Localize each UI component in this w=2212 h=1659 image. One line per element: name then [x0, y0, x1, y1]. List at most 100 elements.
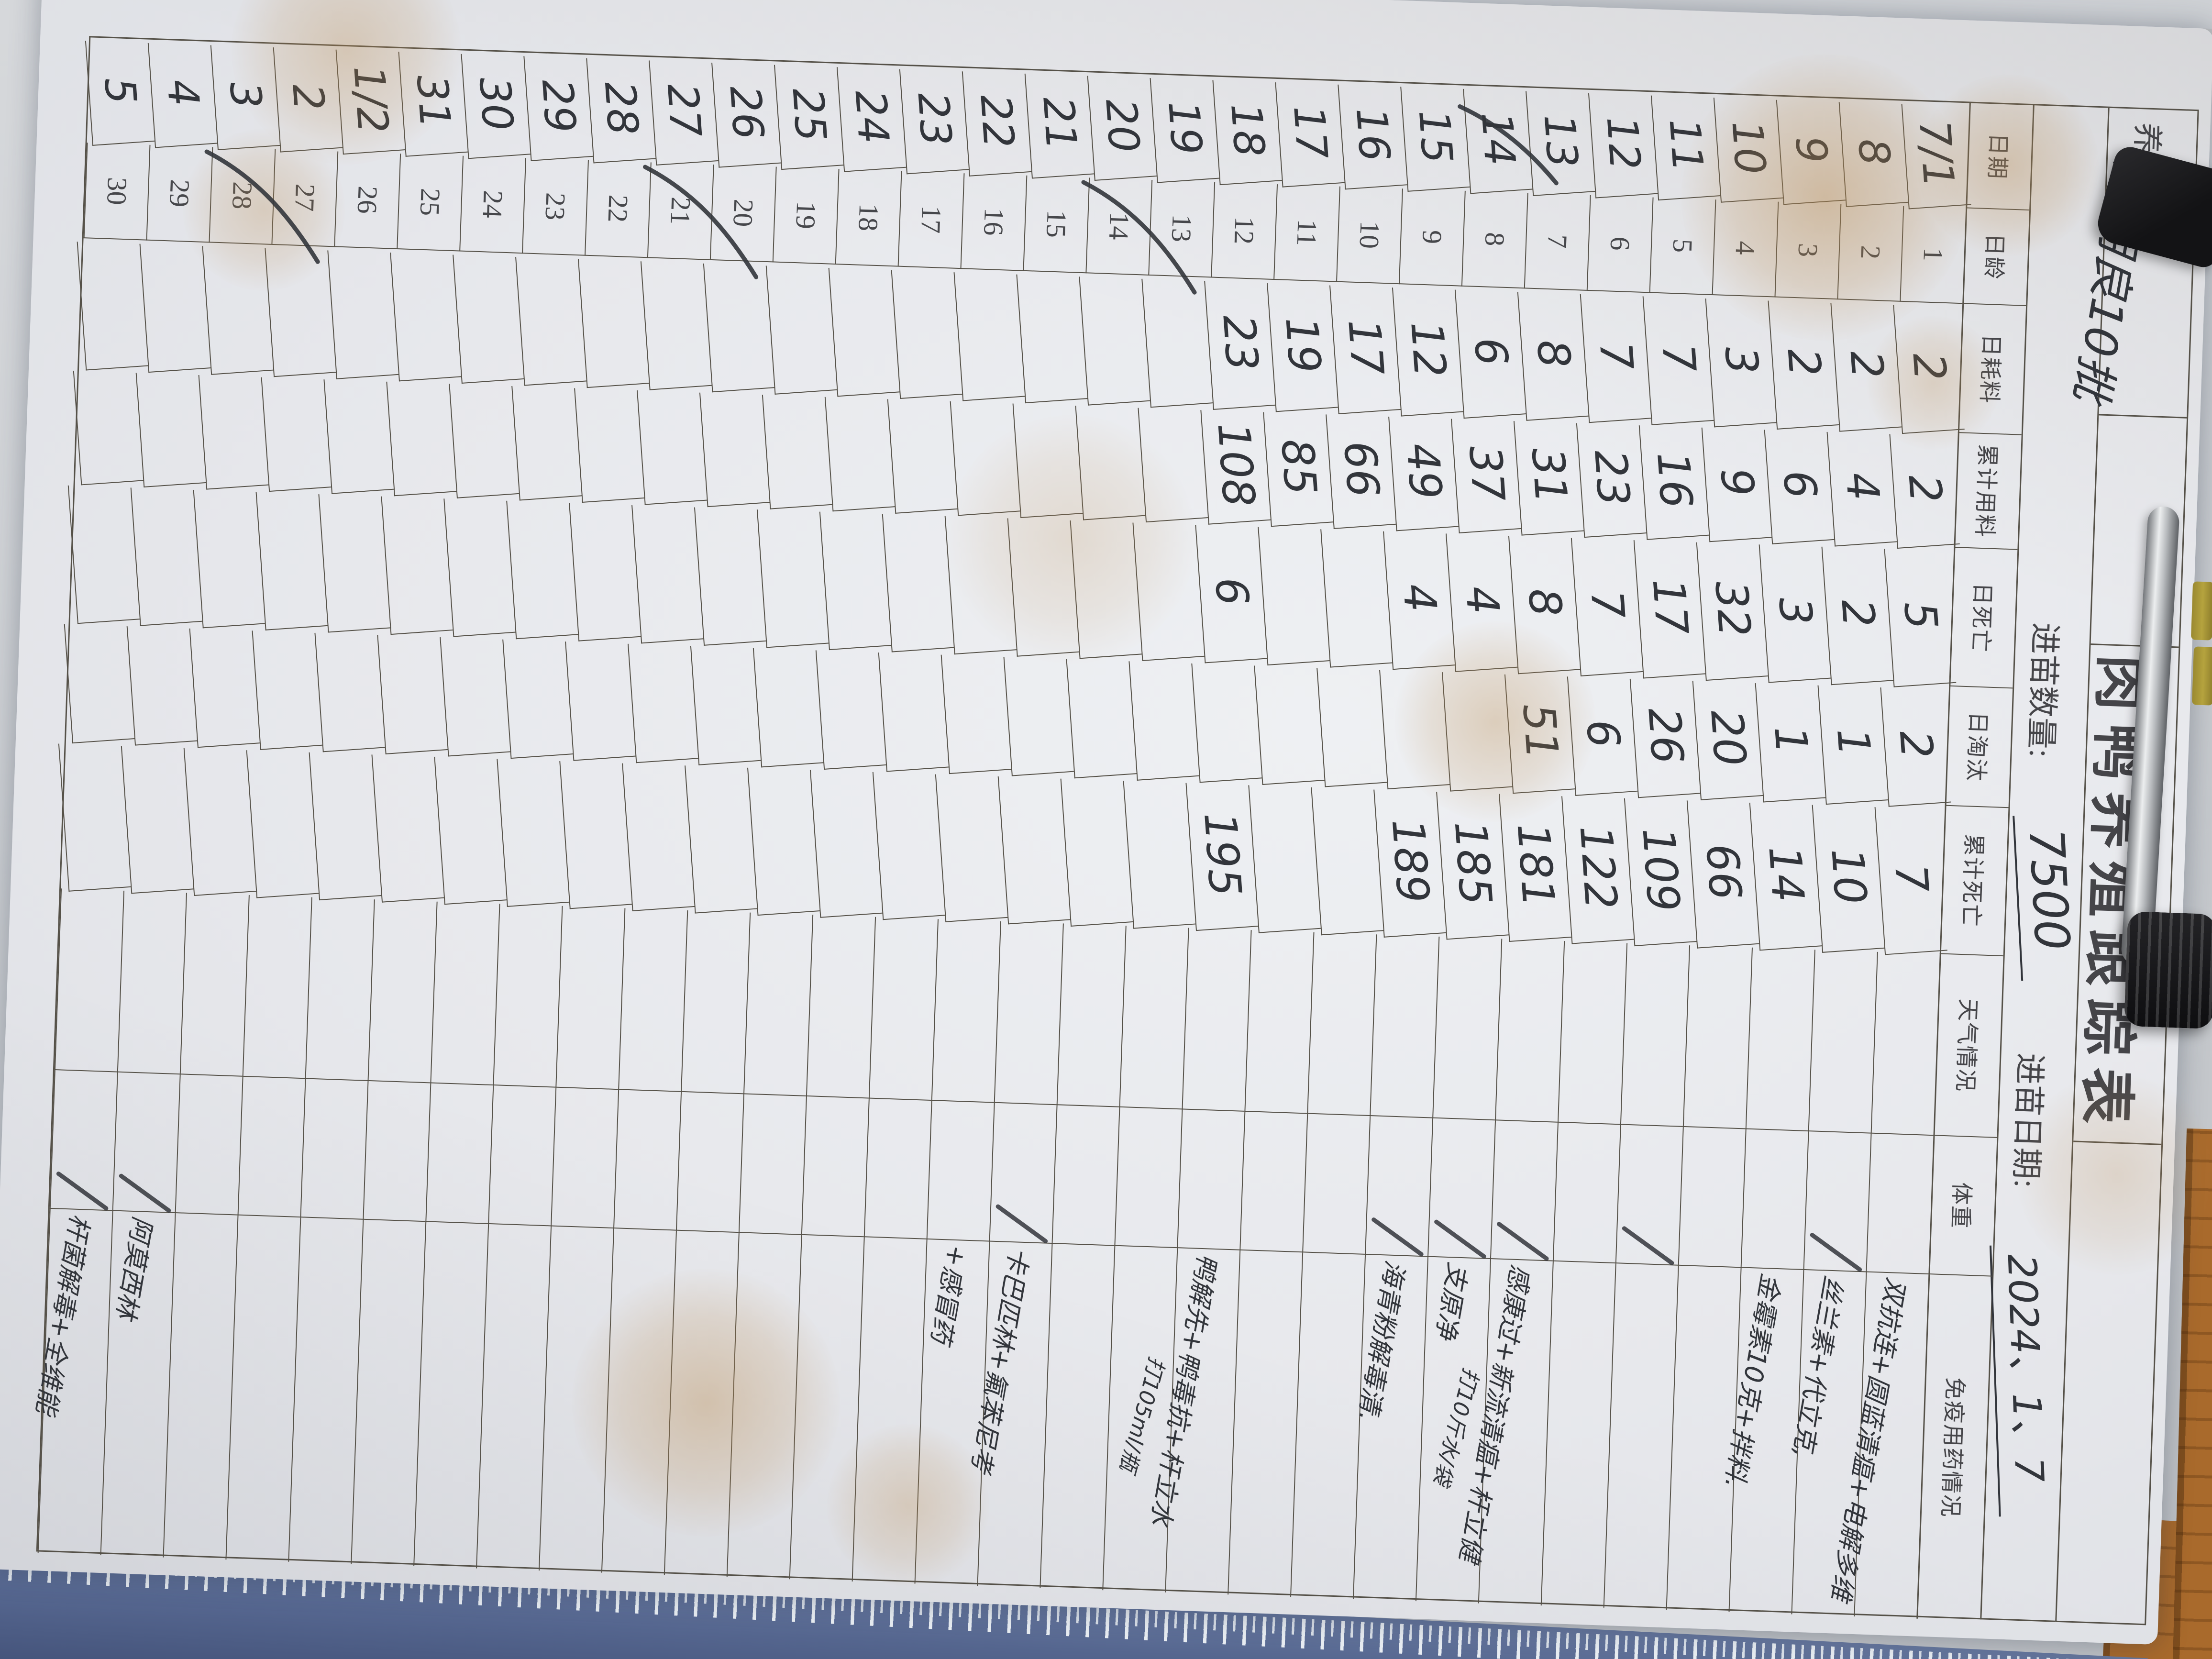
cell-death_cum-row22	[559, 757, 632, 909]
cell-death_cum-row26	[309, 748, 382, 901]
cell-death-row7: 8	[1508, 531, 1581, 675]
cell-date-row14: 20	[1087, 71, 1157, 181]
cell-feed_cum-row28	[198, 371, 269, 490]
cell-weight-row21	[613, 1090, 681, 1231]
cell-meds-row23	[476, 1224, 551, 1571]
cell-feed_cum-row11: 85	[1263, 408, 1334, 527]
cell-weight-row23	[488, 1085, 556, 1227]
cell-weather-row25	[367, 899, 437, 1084]
cell-cull-row21	[628, 639, 699, 763]
cell-age-row3: 3	[1774, 201, 1841, 300]
cell-age-row12: 12	[1211, 182, 1277, 280]
cell-meds-row30: 杆菌解毒+全维能	[31, 1171, 112, 1556]
cell-feed-row12: 23	[1204, 276, 1276, 410]
cell-weather-row28	[179, 893, 249, 1077]
cell-date-row15: 21	[1024, 69, 1095, 179]
cell-meds-row1: 双抗连+圆蓝清瘟+电解多维	[1825, 1272, 1929, 1619]
wood-table-right-edge	[2172, 1128, 2212, 1659]
cell-date-row10: 16	[1338, 80, 1408, 190]
check-swoosh-icon	[1063, 173, 1197, 296]
cell-weight-row13	[1114, 1107, 1182, 1249]
cell-cull-row1: 2	[1880, 683, 1951, 807]
cell-age-row1: 1	[1900, 206, 1966, 304]
cell-cull-row25	[377, 630, 448, 754]
tracking-table: 日期 日龄 日耗料 累计用料 日死亡 日淘汰 累计死亡 天气情况 体重 免疫用药情况 7/1 1 2 2 5…	[31, 36, 2033, 1621]
cell-death-row5: 17	[1633, 536, 1706, 679]
clothespin-icon	[2190, 581, 2212, 641]
cell-death_cum-row24	[434, 752, 507, 905]
cell-cull-row10	[1316, 664, 1388, 787]
cell-death-row12: 6	[1195, 520, 1268, 664]
cell-age-row25: 25	[397, 154, 463, 252]
cell-meds-row10	[1290, 1252, 1365, 1599]
cell-weather-row7	[1495, 939, 1564, 1123]
cell-death_cum-row15	[997, 772, 1071, 925]
cell-weight-row26	[300, 1079, 368, 1220]
cell-feed-row16	[953, 268, 1025, 401]
clipboard-clip-handle	[2124, 911, 2212, 1029]
cell-death-row15	[1007, 514, 1080, 657]
cell-meds-row15: 卡巴匹林+氟苯尼考	[965, 1203, 1052, 1588]
cell-weight-row11	[1239, 1111, 1307, 1253]
cell-weight-row24	[425, 1083, 493, 1224]
cell-cull-row11	[1254, 661, 1325, 785]
stock-quantity-label: 进苗数量:	[2023, 622, 2063, 759]
cell-death_cum-row21	[622, 759, 695, 912]
cell-date-row21: 27	[649, 56, 719, 166]
cell-feed-row25	[390, 248, 462, 382]
divider	[2099, 414, 2187, 419]
cell-feed-row17	[891, 265, 963, 399]
cell-age-row6: 6	[1586, 195, 1653, 293]
cell-feed_cum-row23	[511, 381, 582, 501]
cell-feed-row1: 2	[1893, 300, 1965, 434]
cell-feed-row3: 2	[1768, 296, 1839, 430]
cell-death_cum-row2: 10	[1812, 800, 1885, 953]
cell-date-row28: 3	[210, 41, 280, 151]
cell-feed-row23	[515, 253, 587, 386]
cell-date-row23: 29	[523, 52, 594, 161]
cell-feed_cum-row26	[323, 375, 394, 494]
cell-death-row29	[130, 483, 203, 626]
cell-feed_cum-row12: 108	[1200, 406, 1271, 525]
cell-death_cum-row8: 185	[1436, 787, 1509, 940]
cell-age-row18: 18	[835, 169, 901, 267]
cell-death_cum-row12: 195	[1185, 778, 1259, 931]
cell-death_cum-row6: 122	[1561, 792, 1635, 944]
cell-feed_cum-row1: 2	[1889, 430, 1960, 549]
cell-cull-row30	[64, 619, 135, 744]
cell-age-row2: 2	[1837, 204, 1903, 302]
cell-death_cum-row17	[872, 767, 946, 920]
column-header-weight: 体重	[1928, 1136, 1997, 1277]
cell-death_cum-row14	[1060, 774, 1133, 927]
cell-meds-row5	[1603, 1225, 1678, 1610]
cell-meds-row22	[538, 1226, 614, 1573]
cell-weather-row21	[618, 908, 687, 1092]
cell-death-row21	[631, 500, 704, 644]
cell-date-row25: 31	[398, 47, 468, 157]
cell-feed-row11: 19	[1267, 278, 1338, 412]
cell-date-row8: 14	[1458, 84, 1559, 194]
cell-age-row21: 21	[643, 162, 759, 279]
cell-death_cum-row29	[121, 741, 194, 894]
cell-date-row2: 8	[1838, 98, 1909, 207]
cell-meds-row12: 鸭解先+鸭毒抗+杆立水 打105ml/瓶	[1115, 1248, 1240, 1595]
cell-weather-row19	[743, 912, 813, 1096]
cell-death-row8: 4	[1445, 529, 1518, 672]
cell-age-row30: 30	[83, 143, 150, 241]
cell-weather-row11	[1244, 930, 1314, 1114]
cell-weight-row3	[1740, 1129, 1808, 1270]
cell-death_cum-row1: 7	[1874, 803, 1947, 955]
cell-weight-row27	[237, 1076, 305, 1218]
cell-age-row10: 10	[1336, 186, 1402, 285]
cell-cull-row6: 6	[1567, 672, 1638, 796]
column-header-cull: 日淘汰	[1945, 686, 2013, 808]
cell-meds-row18	[789, 1235, 864, 1582]
cell-death-row4: 32	[1696, 538, 1769, 681]
cell-feed_cum-row25	[386, 377, 457, 497]
cell-weather-row16	[931, 919, 1000, 1103]
check-swoosh-icon	[625, 158, 759, 281]
cell-cull-row13	[1128, 657, 1200, 781]
cell-weather-row18	[806, 915, 875, 1099]
stock-date-value: 2024、1、7	[1989, 1243, 2063, 1517]
